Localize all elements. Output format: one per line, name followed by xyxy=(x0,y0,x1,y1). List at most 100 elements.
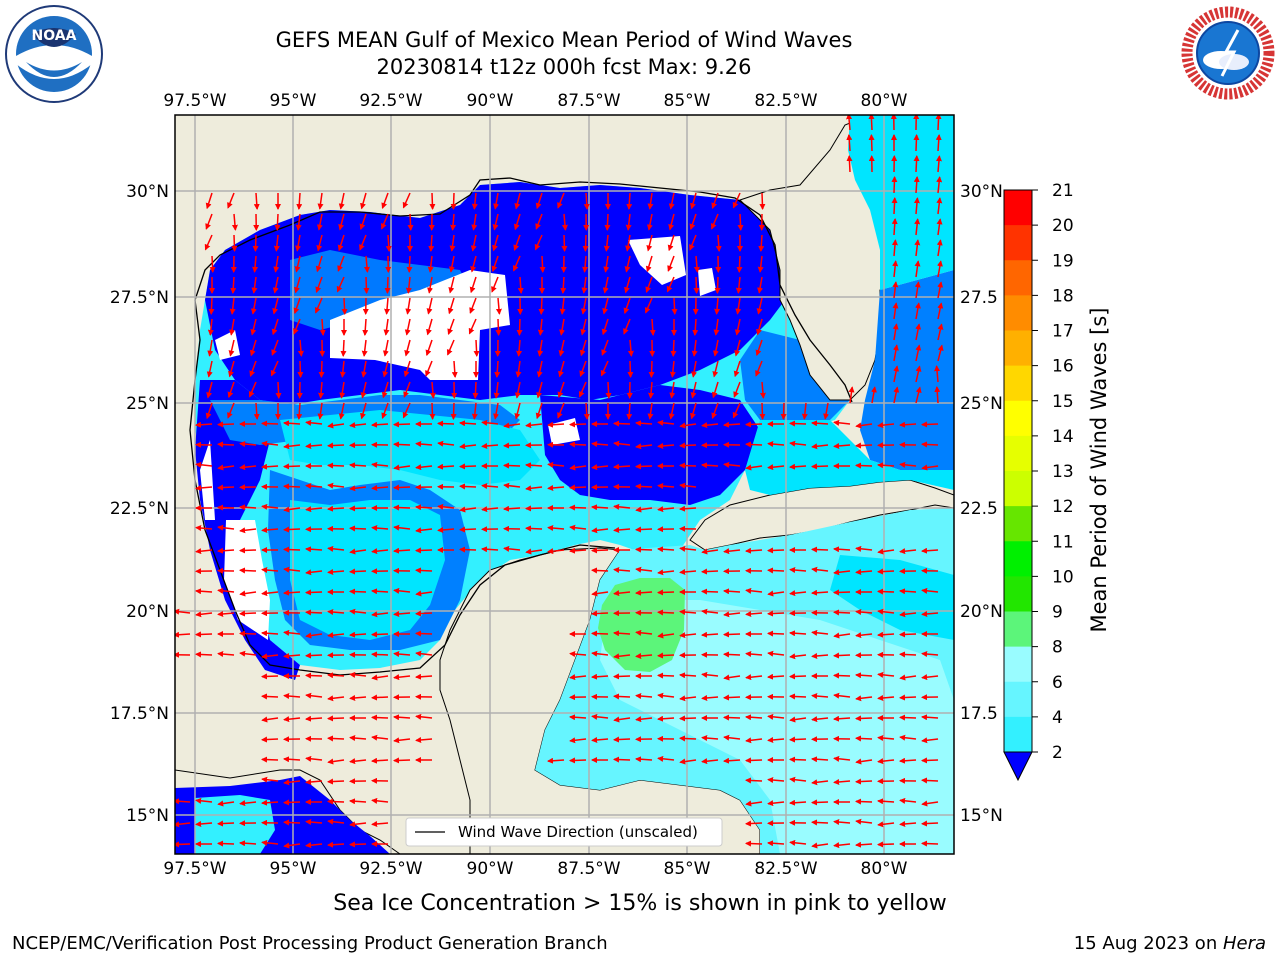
colorbar-label: Mean Period of Wind Waves [s] xyxy=(1087,308,1111,633)
wind-wave-arrow xyxy=(624,255,631,273)
wind-wave-arrow xyxy=(668,213,675,231)
wind-wave-arrow xyxy=(415,713,433,720)
wind-wave-arrow xyxy=(492,234,499,252)
wind-wave-arrow xyxy=(393,547,411,554)
wind-wave-arrow xyxy=(811,589,829,596)
wind-wave-arrow xyxy=(657,715,675,722)
wind-wave-arrow xyxy=(767,590,785,597)
wind-wave-arrow xyxy=(217,464,235,471)
wind-wave-arrow xyxy=(745,441,763,448)
wind-wave-arrow xyxy=(272,297,279,315)
wind-wave-arrow xyxy=(647,402,654,420)
wind-wave-arrow xyxy=(175,841,191,848)
colorbar-segment xyxy=(1004,190,1032,226)
wind-wave-arrow xyxy=(915,344,922,362)
colorbar: 21 20 19 18 17 16 15 14 13 12 11 10 9 8 6 4 2 xyxy=(1003,181,1074,782)
caribbean-cyan-band xyxy=(830,555,954,640)
wind-wave-arrow xyxy=(580,297,587,315)
wind-wave-arrow xyxy=(657,546,675,553)
wind-wave-arrow xyxy=(470,234,477,252)
map-frame xyxy=(174,114,955,855)
wind-wave-arrow xyxy=(405,276,412,294)
wind-wave-arrow xyxy=(437,463,455,470)
wind-wave-arrow xyxy=(635,629,653,636)
wind-wave-arrow xyxy=(305,609,323,616)
colorbar-extend-triangle xyxy=(1003,751,1033,782)
wind-wave-arrow xyxy=(767,650,785,657)
wind-wave-arrow xyxy=(613,653,631,660)
wind-wave-arrow xyxy=(469,276,477,294)
wind-wave-arrow xyxy=(558,339,565,357)
wind-wave-arrow xyxy=(811,443,829,450)
wind-wave-arrow xyxy=(271,339,279,356)
wind-wave-arrow xyxy=(789,776,807,783)
wind-wave-arrow xyxy=(339,381,346,399)
wind-wave-arrow xyxy=(855,798,873,805)
wind-wave-arrow xyxy=(701,671,719,678)
wind-wave-arrow xyxy=(513,213,521,231)
wind-wave-arrow xyxy=(175,821,191,828)
wind-wave-arrow xyxy=(283,819,301,826)
wind-wave-arrow xyxy=(371,631,389,638)
wind-wave-arrow xyxy=(891,176,898,194)
wind-wave-arrow xyxy=(877,568,895,575)
wind-wave-arrow xyxy=(349,462,367,469)
wind-wave-arrow xyxy=(471,402,478,420)
wind-wave-arrow xyxy=(217,800,235,807)
wind-wave-arrow xyxy=(459,483,477,490)
wind-wave-arrow xyxy=(892,302,899,320)
wind-wave-arrow xyxy=(855,568,873,575)
wind-wave-arrow xyxy=(560,276,567,294)
wind-wave-arrow xyxy=(757,255,764,273)
wind-wave-arrow xyxy=(657,589,675,596)
wind-wave-arrow xyxy=(767,777,785,784)
wind-wave-arrow xyxy=(569,441,587,448)
wind-wave-arrow xyxy=(261,653,279,660)
wind-wave-arrow xyxy=(666,276,675,293)
wind-wave-arrow xyxy=(294,276,301,294)
wind-wave-arrow xyxy=(349,798,367,805)
wind-wave-arrow xyxy=(723,588,741,595)
wind-wave-arrow xyxy=(305,442,323,449)
wind-wave-arrow xyxy=(855,609,873,616)
colorbar-segment xyxy=(1004,716,1032,753)
wind-wave-arrow xyxy=(899,588,917,595)
wind-wave-arrow xyxy=(371,757,389,764)
wind-wave-arrow xyxy=(745,547,763,554)
wind-wave-arrow xyxy=(591,504,609,511)
wind-wave-arrow xyxy=(195,820,213,827)
wind-wave-arrow xyxy=(915,386,922,404)
wind-wave-arrow xyxy=(899,820,917,827)
wind-wave-arrow xyxy=(371,421,389,428)
lat-label-right: 27.5 xyxy=(960,288,998,308)
colorbar-segment xyxy=(1004,400,1032,437)
wind-wave-arrow xyxy=(205,213,213,230)
wind-wave-arrow xyxy=(921,820,939,827)
wind-wave-arrow xyxy=(208,297,215,315)
wind-wave-arrow xyxy=(512,255,521,272)
wind-wave-arrow xyxy=(217,820,235,827)
wind-wave-arrow xyxy=(261,630,279,637)
wind-wave-arrow xyxy=(811,819,829,826)
wind-wave-arrow xyxy=(591,630,609,637)
wind-wave-arrow xyxy=(921,800,939,807)
wind-wave-arrow xyxy=(492,213,499,231)
wind-wave-arrow xyxy=(690,192,697,210)
wind-wave-arrow xyxy=(767,464,785,471)
wind-wave-arrow xyxy=(679,632,697,639)
colorbar-tick-label: 8 xyxy=(1052,638,1063,658)
wind-wave-arrow xyxy=(415,527,433,534)
wind-wave-arrow xyxy=(583,402,590,420)
wind-wave-arrow xyxy=(668,402,675,420)
wind-wave-arrow xyxy=(283,756,301,763)
lat-label-left: 27.5°N xyxy=(110,288,169,308)
wind-wave-arrow xyxy=(446,339,455,356)
wind-wave-arrow xyxy=(936,176,943,194)
wind-wave-arrow xyxy=(893,365,900,383)
wind-wave-arrow xyxy=(915,365,922,383)
wind-wave-arrow xyxy=(195,651,213,658)
wind-wave-arrow xyxy=(206,381,213,399)
wind-wave-arrow xyxy=(296,192,303,210)
wind-wave-arrow xyxy=(495,297,502,315)
wind-wave-arrow xyxy=(207,318,214,336)
